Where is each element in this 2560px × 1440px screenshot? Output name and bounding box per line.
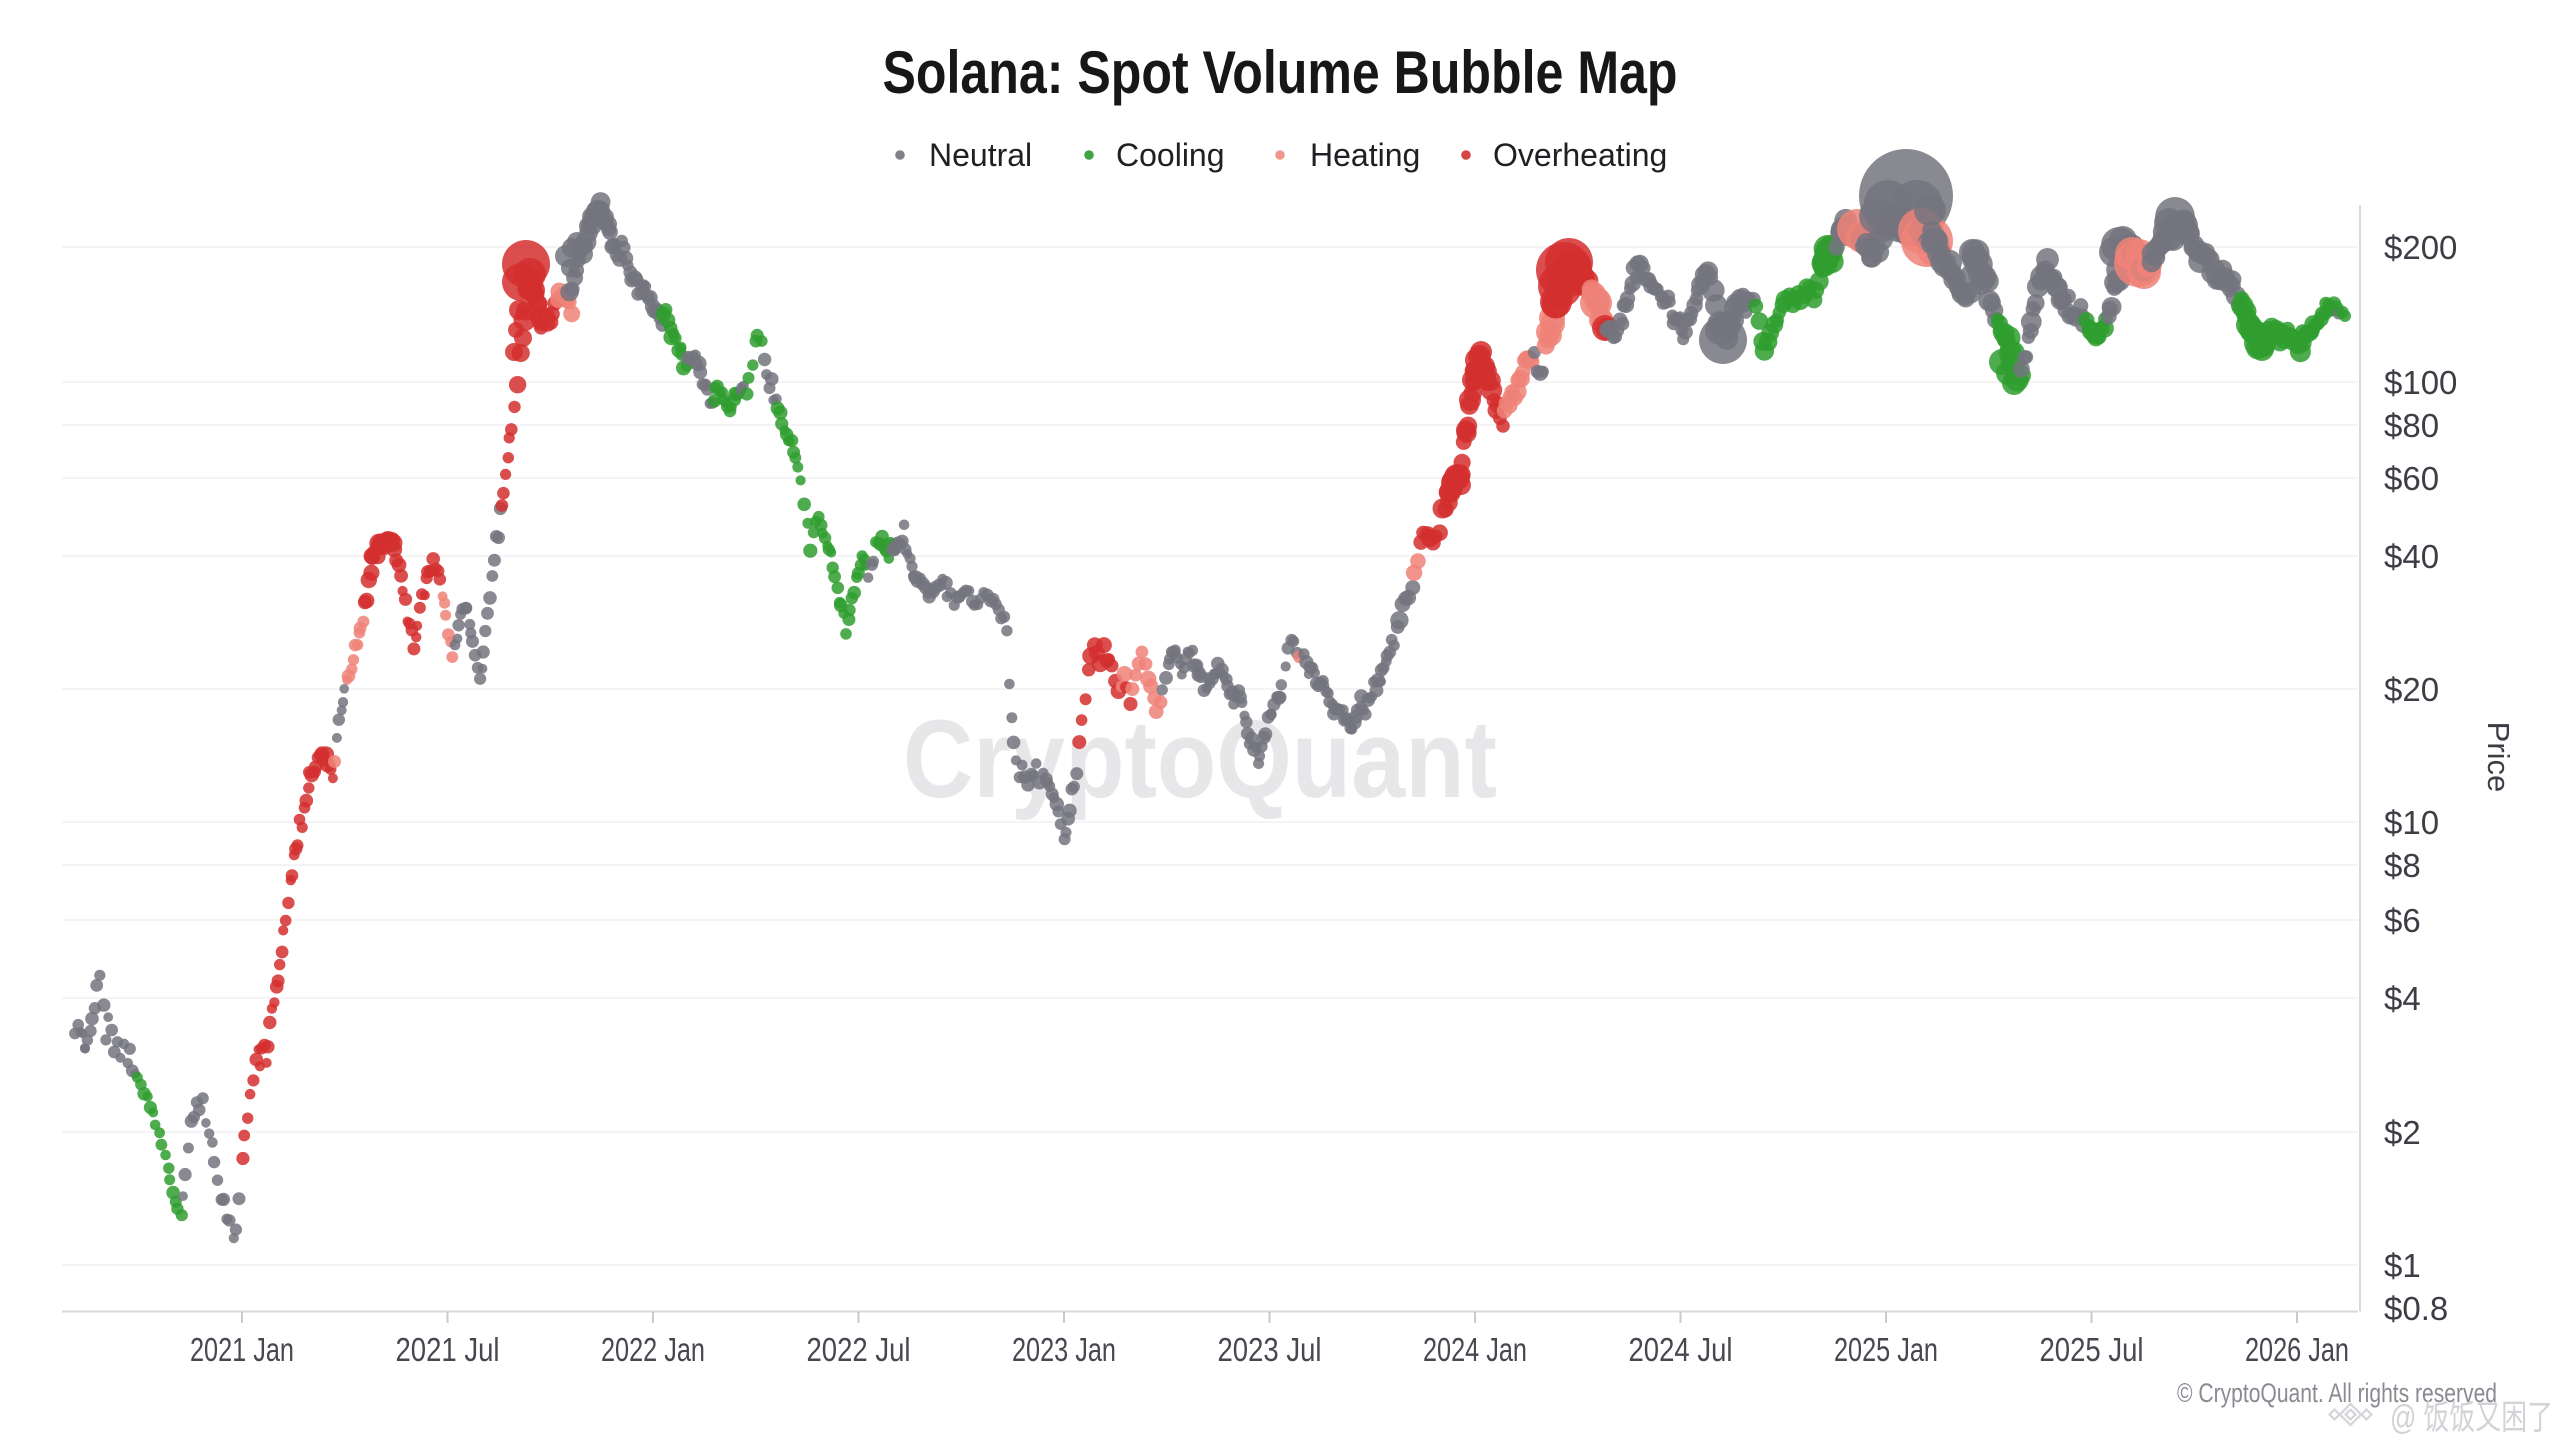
svg-text:Price: Price: [2481, 722, 2516, 793]
svg-text:2023 Jul: 2023 Jul: [1218, 1331, 1322, 1368]
svg-text:$6: $6: [2384, 902, 2421, 939]
svg-text:2021 Jan: 2021 Jan: [190, 1331, 294, 1368]
svg-text:2025 Jan: 2025 Jan: [1834, 1331, 1938, 1368]
svg-text:2025 Jul: 2025 Jul: [2040, 1331, 2144, 1368]
svg-text:$20: $20: [2384, 671, 2439, 708]
svg-text:$8: $8: [2384, 847, 2421, 884]
svg-text:$60: $60: [2384, 460, 2439, 497]
svg-text:Cooling: Cooling: [1116, 137, 1225, 173]
svg-text:2024 Jul: 2024 Jul: [1629, 1331, 1733, 1368]
svg-text:$100: $100: [2384, 364, 2457, 401]
svg-text:Neutral: Neutral: [929, 137, 1032, 173]
svg-text:$40: $40: [2384, 538, 2439, 575]
svg-text:2022 Jul: 2022 Jul: [807, 1331, 911, 1368]
svg-text:© CryptoQuant. All rights rese: © CryptoQuant. All rights reserved: [2177, 1378, 2497, 1408]
svg-text:Overheating: Overheating: [1493, 137, 1667, 173]
svg-text:2023 Jan: 2023 Jan: [1012, 1331, 1116, 1368]
svg-text:$200: $200: [2384, 229, 2457, 266]
svg-text:Heating: Heating: [1310, 137, 1420, 173]
svg-text:@ 饭饭又困了: @ 饭饭又困了: [2390, 1399, 2553, 1437]
svg-text:$80: $80: [2384, 407, 2439, 444]
svg-text:$2: $2: [2384, 1114, 2421, 1151]
svg-text:2024 Jan: 2024 Jan: [1423, 1331, 1527, 1368]
svg-text:$10: $10: [2384, 804, 2439, 841]
svg-text:2026 Jan: 2026 Jan: [2245, 1331, 2349, 1368]
svg-text:Solana: Spot Volume Bubble Map: Solana: Spot Volume Bubble Map: [883, 39, 1678, 106]
svg-text:2021 Jul: 2021 Jul: [396, 1331, 500, 1368]
svg-text:$1: $1: [2384, 1247, 2421, 1284]
svg-text:$4: $4: [2384, 980, 2421, 1017]
svg-text:CryptoQuant: CryptoQuant: [903, 698, 1497, 821]
svg-text:2022 Jan: 2022 Jan: [601, 1331, 705, 1368]
svg-text:$0.8: $0.8: [2384, 1290, 2448, 1327]
